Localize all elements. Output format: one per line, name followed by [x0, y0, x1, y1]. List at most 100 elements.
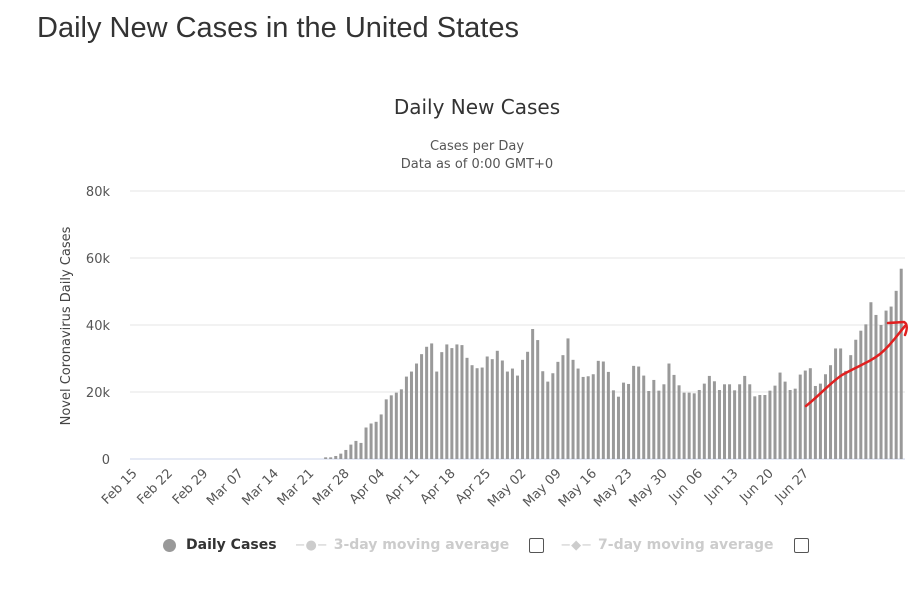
legend-item-3day-average[interactable]: −●− 3-day moving average: [295, 537, 510, 553]
bar[interactable]: [864, 324, 868, 459]
bar[interactable]: [526, 351, 530, 459]
bar[interactable]: [445, 344, 449, 459]
bar[interactable]: [859, 330, 863, 459]
bar[interactable]: [667, 363, 671, 459]
bar[interactable]: [738, 384, 742, 459]
bar[interactable]: [692, 393, 696, 459]
bar[interactable]: [470, 365, 474, 459]
bar[interactable]: [556, 361, 560, 459]
bar[interactable]: [733, 390, 737, 459]
bar[interactable]: [627, 383, 631, 459]
bar[interactable]: [657, 390, 661, 459]
bar[interactable]: [798, 374, 802, 459]
bar[interactable]: [369, 423, 373, 459]
bar[interactable]: [672, 374, 676, 459]
bar[interactable]: [894, 290, 898, 459]
bar[interactable]: [869, 302, 873, 459]
bar[interactable]: [743, 375, 747, 459]
bar[interactable]: [753, 396, 757, 459]
bar[interactable]: [829, 365, 833, 459]
bar[interactable]: [551, 373, 555, 459]
bar[interactable]: [874, 314, 878, 459]
toggle-3day-checkbox[interactable]: [529, 537, 545, 553]
bar[interactable]: [778, 372, 782, 459]
bar[interactable]: [834, 348, 838, 459]
bar[interactable]: [475, 368, 479, 459]
bar[interactable]: [364, 427, 368, 459]
bar[interactable]: [606, 371, 610, 459]
bar[interactable]: [546, 381, 550, 459]
bar[interactable]: [813, 385, 817, 459]
bar[interactable]: [768, 390, 772, 459]
bar[interactable]: [803, 370, 807, 459]
bar[interactable]: [455, 344, 459, 459]
bar[interactable]: [420, 354, 424, 459]
bar[interactable]: [425, 346, 429, 459]
bar[interactable]: [637, 366, 641, 459]
bar[interactable]: [854, 339, 858, 459]
bar[interactable]: [440, 352, 444, 459]
bar[interactable]: [611, 390, 615, 459]
bar[interactable]: [818, 383, 822, 459]
bar[interactable]: [889, 306, 893, 459]
bar[interactable]: [485, 356, 489, 459]
bar[interactable]: [723, 384, 727, 459]
bar[interactable]: [334, 455, 338, 459]
bar[interactable]: [788, 389, 792, 459]
bar[interactable]: [531, 329, 535, 459]
bar[interactable]: [490, 359, 494, 459]
bar[interactable]: [899, 268, 903, 459]
bar[interactable]: [687, 392, 691, 459]
bar[interactable]: [808, 368, 812, 459]
bar[interactable]: [465, 357, 469, 459]
bar[interactable]: [329, 457, 333, 459]
bar[interactable]: [616, 396, 620, 459]
legend-item-daily-cases[interactable]: Daily Cases: [163, 537, 277, 553]
bar[interactable]: [349, 444, 353, 459]
bar[interactable]: [384, 399, 388, 459]
bar[interactable]: [662, 384, 666, 459]
bar[interactable]: [586, 376, 590, 459]
bar[interactable]: [460, 345, 464, 459]
bar[interactable]: [622, 382, 626, 459]
bar[interactable]: [354, 440, 358, 459]
bar[interactable]: [601, 361, 605, 459]
bar[interactable]: [758, 395, 762, 459]
bar[interactable]: [480, 367, 484, 459]
bar[interactable]: [581, 376, 585, 459]
bar[interactable]: [344, 449, 348, 459]
bar[interactable]: [763, 395, 767, 459]
bar[interactable]: [510, 368, 514, 459]
bar[interactable]: [707, 375, 711, 459]
bar[interactable]: [521, 359, 525, 459]
bar[interactable]: [430, 343, 434, 459]
bar[interactable]: [541, 371, 545, 459]
bar[interactable]: [677, 385, 681, 459]
bar[interactable]: [389, 395, 393, 459]
bar[interactable]: [642, 375, 646, 459]
bar[interactable]: [500, 360, 504, 459]
bar[interactable]: [404, 376, 408, 459]
bar[interactable]: [415, 363, 419, 459]
bar[interactable]: [566, 338, 570, 459]
bar[interactable]: [596, 360, 600, 459]
bar[interactable]: [516, 375, 519, 459]
bar[interactable]: [409, 371, 413, 459]
bar[interactable]: [849, 355, 853, 459]
bar[interactable]: [647, 390, 651, 459]
bar[interactable]: [652, 379, 656, 459]
bar[interactable]: [712, 381, 716, 459]
bar[interactable]: [823, 374, 827, 459]
bar[interactable]: [844, 370, 848, 459]
bar[interactable]: [324, 457, 328, 459]
bar[interactable]: [450, 348, 454, 459]
bar[interactable]: [399, 389, 403, 459]
bar[interactable]: [536, 340, 540, 459]
bar[interactable]: [783, 381, 787, 459]
bar[interactable]: [339, 453, 343, 459]
bar[interactable]: [697, 389, 701, 459]
bar[interactable]: [591, 374, 595, 459]
bar[interactable]: [839, 348, 843, 459]
bar[interactable]: [682, 392, 686, 459]
bar[interactable]: [359, 442, 363, 459]
